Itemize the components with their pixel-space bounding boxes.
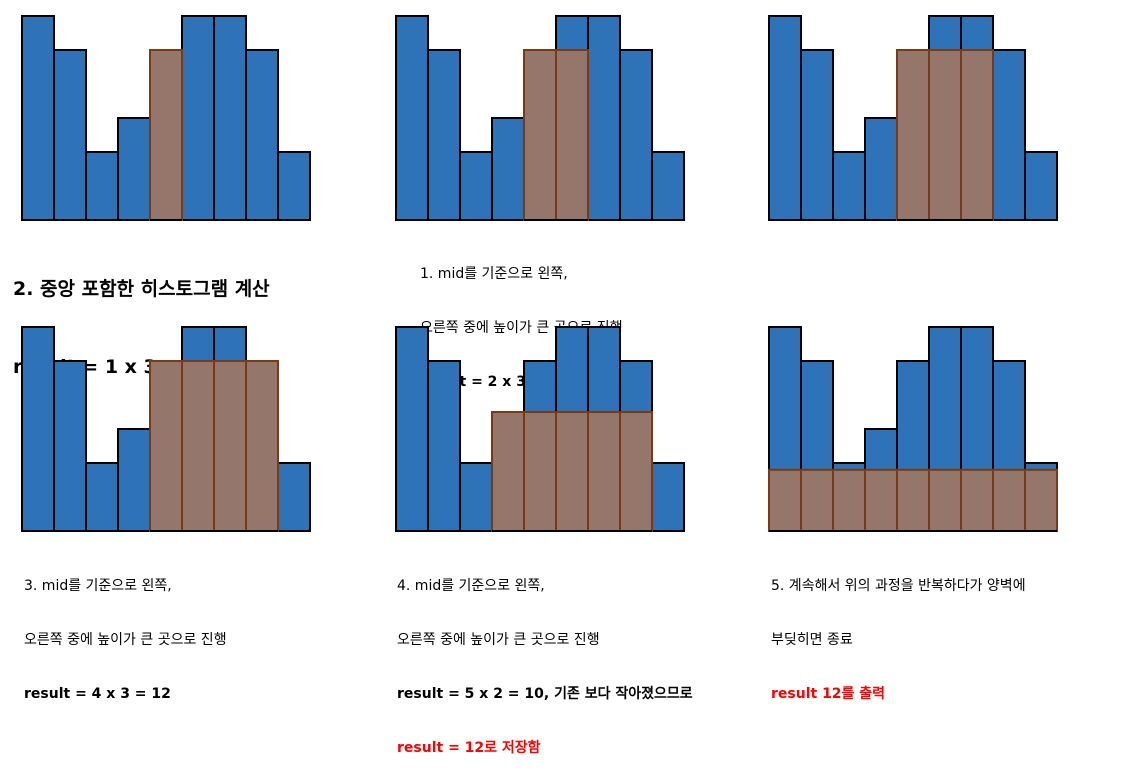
caption-final-result: result 12를 출력	[771, 686, 886, 702]
histogram-bar	[117, 117, 151, 221]
highlighted-area-bar	[800, 468, 834, 533]
histogram-bar	[651, 151, 685, 221]
highlighted-area-bar	[768, 468, 802, 533]
caption-line: 1. mid를 기준으로 왼쪽,	[420, 266, 568, 282]
histogram-bar	[427, 49, 461, 221]
histogram-bar	[53, 360, 87, 532]
caption-line: 5. 계속해서 위의 과정을 반복하다가 양벽에	[771, 578, 1026, 594]
histogram-bar	[395, 326, 429, 532]
highlighted-area-bar	[960, 49, 994, 221]
histogram-bar	[459, 462, 493, 532]
highlighted-area-bar	[619, 411, 653, 532]
caption-line: 3. mid를 기준으로 왼쪽,	[24, 578, 172, 594]
highlighted-area-bar	[587, 411, 621, 532]
caption-result: result = 5 x 2 = 10, 기존 보다 작아졌으므로	[397, 686, 693, 702]
histogram-bar	[864, 117, 898, 221]
histogram-bar	[832, 151, 866, 221]
highlighted-area-bar	[896, 468, 930, 533]
highlighted-area-bar	[1024, 468, 1058, 533]
caption-panel-6: 5. 계속해서 위의 과정을 반복하다가 양벽에 부딪히면 종료 result …	[771, 541, 1026, 721]
histogram-panel-6	[768, 326, 1058, 533]
caption-line: 오른쪽 중에 높이가 큰 곳으로 진행	[397, 632, 600, 648]
histogram-bar	[395, 15, 429, 221]
histogram-bar	[53, 49, 87, 221]
histogram-bar	[277, 462, 311, 532]
histogram-bar	[277, 151, 311, 221]
caption-line: 부딪히면 종료	[771, 632, 853, 648]
highlighted-area-bar	[960, 468, 994, 533]
histogram-bar	[85, 151, 119, 221]
highlighted-area-bar	[149, 49, 183, 221]
histogram-bar	[21, 326, 55, 532]
highlighted-area-bar	[864, 468, 898, 533]
highlighted-area-bar	[523, 411, 557, 532]
histogram-panel-5	[395, 326, 685, 532]
histogram-bar	[800, 49, 834, 221]
highlighted-area-bar	[928, 468, 962, 533]
histogram-panel-3	[768, 15, 1058, 221]
highlighted-area-bar	[555, 411, 589, 532]
histogram-bar	[117, 428, 151, 532]
histogram-panel-4	[21, 326, 311, 532]
histogram-bar	[587, 15, 621, 221]
highlighted-area-bar	[491, 411, 525, 532]
highlighted-area-bar	[245, 360, 279, 532]
caption-result: result = 4 x 3 = 12	[24, 686, 171, 702]
highlighted-area-bar	[149, 360, 183, 532]
histogram-bar	[85, 462, 119, 532]
highlighted-area-bar	[181, 360, 215, 532]
histogram-bar	[427, 360, 461, 532]
histogram-panel-1	[21, 15, 311, 221]
caption-panel-4: 3. mid를 기준으로 왼쪽, 오른쪽 중에 높이가 큰 곳으로 진행 res…	[24, 541, 227, 721]
highlighted-area-bar	[213, 360, 247, 532]
caption-panel-5: 4. mid를 기준으로 왼쪽, 오른쪽 중에 높이가 큰 곳으로 진행 res…	[397, 541, 693, 775]
histogram-bar	[491, 117, 525, 221]
histogram-bar	[181, 15, 215, 221]
highlighted-area-bar	[523, 49, 557, 221]
highlighted-area-bar	[992, 468, 1026, 533]
histogram-bar	[768, 15, 802, 221]
caption-line: 4. mid를 기준으로 왼쪽,	[397, 578, 545, 594]
histogram-bar	[245, 49, 279, 221]
caption-line: 2. 중앙 포함한 히스토그램 계산	[13, 278, 270, 300]
histogram-bar	[619, 49, 653, 221]
histogram-bar	[213, 15, 247, 221]
highlighted-area-bar	[832, 468, 866, 533]
histogram-panel-2	[395, 15, 685, 221]
histogram-bar	[992, 49, 1026, 221]
histogram-bar	[21, 15, 55, 221]
highlighted-area-bar	[896, 49, 930, 221]
histogram-bar	[651, 462, 685, 532]
caption-saved-result: result = 12로 저장함	[397, 740, 541, 756]
histogram-bar	[1024, 151, 1058, 221]
histogram-bar	[459, 151, 493, 221]
highlighted-area-bar	[928, 49, 962, 221]
highlighted-area-bar	[555, 49, 589, 221]
caption-line: 오른쪽 중에 높이가 큰 곳으로 진행	[24, 632, 227, 648]
